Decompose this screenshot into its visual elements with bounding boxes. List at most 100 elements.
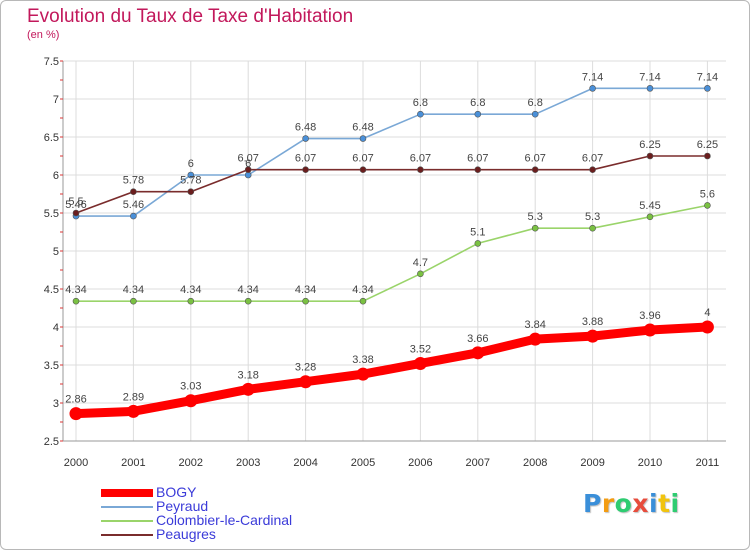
- data-point-colombier-le-cardinal: [244, 297, 252, 305]
- data-label-peaugres: 6.07: [524, 153, 545, 165]
- data-point-peyraud: [646, 85, 654, 92]
- data-point-peyraud: [187, 171, 195, 179]
- y-tick-label: 3.5: [44, 360, 59, 372]
- data-point-bogy: [471, 346, 485, 360]
- data-point-peyraud: [417, 110, 424, 118]
- x-tick-label: 2007: [466, 457, 490, 469]
- data-point-colombier-le-cardinal: [130, 297, 137, 305]
- data-label-bogy: 3.88: [582, 316, 603, 328]
- x-tick-label: 2002: [179, 457, 203, 469]
- data-point-peyraud: [531, 110, 539, 118]
- data-point-colombier-le-cardinal: [531, 224, 539, 232]
- data-point-peyraud: [359, 135, 367, 142]
- data-label-peyraud: 7.14: [639, 71, 660, 83]
- data-label-colombier-le-cardinal: 5.3: [585, 211, 600, 223]
- data-point-peaugres: [589, 166, 596, 173]
- y-tick-label: 4: [53, 322, 59, 334]
- data-point-peaugres: [187, 188, 195, 196]
- series-line-peyraud: [75, 87, 709, 217]
- data-label-colombier-le-cardinal: 4.34: [123, 284, 144, 296]
- x-tick-label: 2003: [236, 457, 260, 469]
- series-line-bogy: [71, 322, 712, 419]
- legend-label-peaugres: Peaugres: [156, 526, 216, 542]
- x-tick-label: 2010: [638, 457, 662, 469]
- data-point-peaugres: [417, 166, 424, 173]
- data-label-bogy: 4: [704, 307, 710, 319]
- proxiti-logo: Proxiti: [583, 489, 680, 518]
- data-point-peaugres: [646, 152, 654, 160]
- data-label-bogy: 3.66: [467, 333, 488, 345]
- data-label-bogy: 2.86: [65, 394, 86, 406]
- data-point-peaugres: [359, 166, 367, 173]
- data-point-colombier-le-cardinal: [187, 297, 195, 305]
- data-point-bogy: [241, 382, 255, 396]
- data-point-colombier-le-cardinal: [704, 202, 711, 209]
- data-label-colombier-le-cardinal: 4.34: [180, 284, 201, 296]
- data-label-peyraud: 6.8: [528, 97, 543, 109]
- data-point-colombier-le-cardinal: [72, 297, 80, 305]
- data-label-colombier-le-cardinal: 4.7: [413, 257, 428, 269]
- data-label-peaugres: 6.25: [697, 139, 718, 151]
- data-label-bogy: 3.52: [410, 343, 431, 355]
- data-label-peyraud: 6.48: [295, 122, 316, 134]
- data-label-bogy: 3.28: [295, 362, 316, 374]
- legend-swatch-colombier: [101, 520, 153, 522]
- data-label-colombier-le-cardinal: 5.1: [470, 226, 485, 238]
- data-point-peaugres: [302, 166, 309, 173]
- data-point-peaugres: [130, 188, 137, 196]
- data-point-peyraud: [589, 85, 596, 92]
- data-label-peaugres: 6.07: [467, 153, 488, 165]
- data-label-bogy: 3.38: [352, 354, 373, 366]
- legend-label-bogy: BOGY: [156, 484, 197, 500]
- data-point-bogy: [643, 323, 657, 337]
- logo-letter: P: [583, 489, 602, 518]
- data-label-peyraud: 7.14: [697, 71, 718, 83]
- data-label-peaugres: 5.78: [123, 175, 144, 187]
- x-tick-label: 2009: [580, 457, 604, 469]
- data-point-peaugres: [474, 166, 482, 173]
- data-point-peaugres: [531, 166, 539, 173]
- data-label-peyraud: 7.14: [582, 71, 603, 83]
- data-label-colombier-le-cardinal: 4.34: [295, 284, 316, 296]
- y-tick-label: 6: [53, 170, 59, 182]
- data-label-peyraud: 5.46: [123, 199, 144, 211]
- logo-letter: r: [601, 489, 615, 518]
- data-label-peaugres: 6.07: [582, 153, 603, 165]
- data-point-colombier-le-cardinal: [417, 270, 424, 278]
- data-point-bogy: [528, 332, 542, 346]
- x-tick-label: 2008: [523, 457, 547, 469]
- x-tick-label: 2001: [121, 457, 145, 469]
- data-point-bogy: [69, 407, 83, 421]
- data-point-peyraud: [302, 135, 309, 142]
- legend-swatch-bogy: [101, 489, 153, 497]
- chart-subtitle: (en %): [27, 29, 60, 41]
- data-label-bogy: 3.96: [639, 310, 660, 322]
- data-point-bogy: [356, 367, 370, 381]
- data-label-peyraud: 6.8: [470, 97, 485, 109]
- data-label-peyraud: 6.48: [352, 122, 373, 134]
- y-tick-label: 5: [53, 246, 59, 258]
- line-chart: 2.5 3 3.5 4 4.5 5 5.5 6 6.5 7 7.5 2000 2001 2002 2003 2…: [44, 56, 726, 469]
- data-label-peaugres: 6.07: [295, 153, 316, 165]
- data-label-colombier-le-cardinal: 4.34: [65, 284, 86, 296]
- series-line-peaugres: [75, 155, 709, 214]
- y-tick-label: 4.5: [44, 284, 59, 296]
- data-label-colombier-le-cardinal: 4.34: [352, 284, 373, 296]
- y-tick-label: 7: [53, 94, 59, 106]
- x-tick-label: 2000: [64, 457, 88, 469]
- data-label-bogy: 2.89: [123, 391, 144, 403]
- data-point-bogy: [413, 356, 427, 370]
- data-label-peyraud: 6: [245, 158, 251, 170]
- data-point-colombier-le-cardinal: [474, 240, 482, 247]
- data-label-peaugres: 5.5: [68, 196, 83, 208]
- data-point-colombier-le-cardinal: [589, 224, 596, 232]
- data-point-colombier-le-cardinal: [359, 297, 367, 305]
- data-point-peaugres: [244, 166, 252, 173]
- logo-letter: t: [658, 489, 671, 518]
- y-tick-label: 7.5: [44, 56, 59, 68]
- logo-letter: x: [632, 489, 649, 518]
- data-point-colombier-le-cardinal: [646, 213, 654, 221]
- data-label-bogy: 3.18: [237, 369, 258, 381]
- y-tick-label: 3: [53, 398, 59, 410]
